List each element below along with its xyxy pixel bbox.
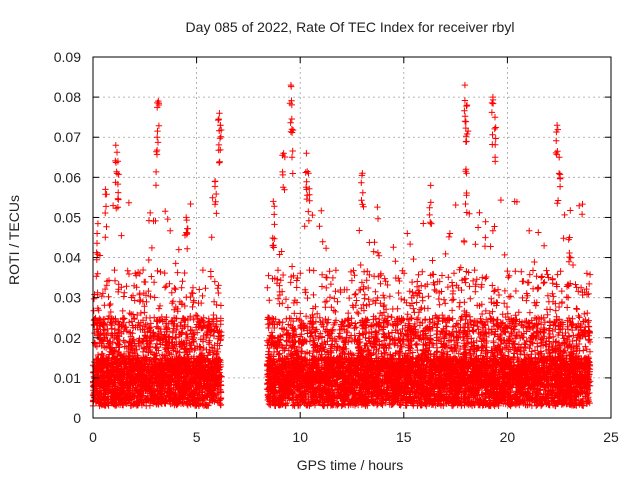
y-tick-label: 0.02 xyxy=(54,330,81,346)
y-tick-label: 0.08 xyxy=(54,89,81,105)
x-tick-label: 10 xyxy=(292,429,308,445)
roti-point-markers xyxy=(89,81,594,410)
y-tick-label: 0.06 xyxy=(54,169,81,185)
x-axis-label: GPS time / hours xyxy=(297,457,404,473)
axis-ticks xyxy=(92,56,612,419)
x-tick-label: 15 xyxy=(396,429,412,445)
x-tick-label: 0 xyxy=(89,429,97,445)
y-tick-label: 0.04 xyxy=(54,250,81,266)
y-tick-label: 0.01 xyxy=(54,370,81,386)
chart-title: Day 085 of 2022, Rate Of TEC Index for r… xyxy=(186,19,515,35)
x-tick-label: 25 xyxy=(603,429,619,445)
y-tick-label: 0.07 xyxy=(54,129,81,145)
y-axis-label: ROTI / TECUs xyxy=(6,195,22,285)
y-tick-label: 0 xyxy=(73,410,81,426)
y-tick-label: 0.09 xyxy=(54,49,81,65)
tick-labels: 0 5 10 15 20 25 0 0.01 0.02 0.03 0.04 0.05 0.06 0.07 0… xyxy=(54,49,619,445)
x-tick-label: 5 xyxy=(193,429,201,445)
y-tick-label: 0.03 xyxy=(54,290,81,306)
data-points xyxy=(89,81,594,410)
y-tick-label: 0.05 xyxy=(54,209,81,225)
x-tick-label: 20 xyxy=(500,429,516,445)
plot-frame xyxy=(92,56,612,419)
